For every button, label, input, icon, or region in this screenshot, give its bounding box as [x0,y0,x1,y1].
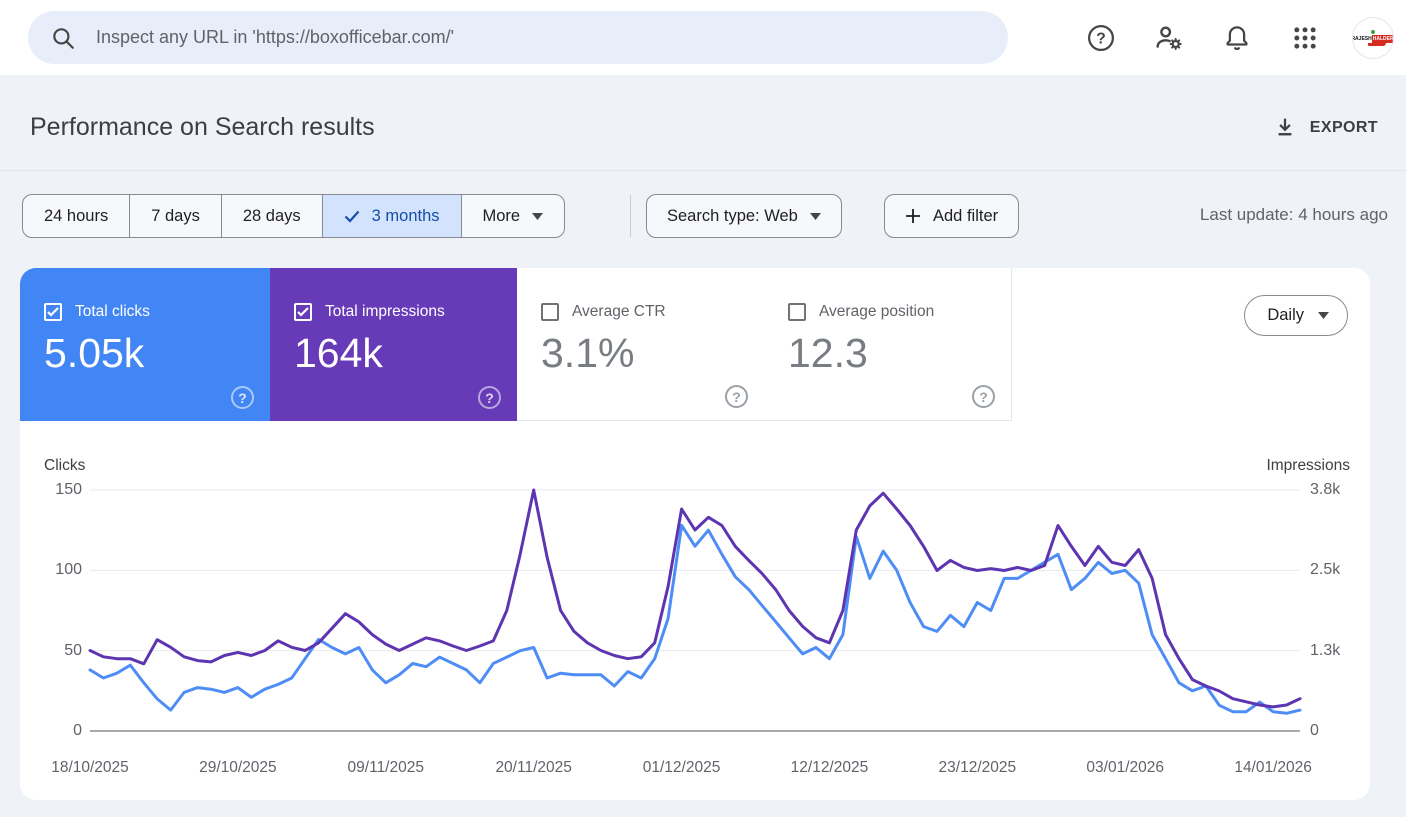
bell-icon [1226,25,1248,50]
export-label: EXPORT [1309,119,1378,136]
left-axis-tick: 0 [73,722,82,739]
metric-label: Average position [819,303,935,320]
check-icon [297,307,309,317]
metric-value: 5.05k [44,330,145,376]
check-icon [344,210,359,223]
right-axis-tick: 3.8k [1310,481,1341,498]
search-input[interactable] [96,27,1008,48]
topbar: ? [0,0,1406,75]
account-avatar[interactable]: RAJESH HALDER [1352,16,1394,59]
performance-chart: Clicks Impressions 150 3.8k 100 2.5k 50 1.3k 0… [20,421,1370,800]
svg-text:?: ? [1096,30,1106,47]
left-axis-tick: 150 [55,481,82,498]
impressions-line [88,488,1302,709]
export-button[interactable]: EXPORT [1274,110,1378,146]
search-icon [53,27,74,49]
last-update-text: Last update: 4 hours ago [1199,205,1388,224]
granularity-dropdown[interactable]: Daily [1244,295,1348,336]
metric-cards: Total clicks 5.05k ? Total impressions 1… [20,268,1370,421]
plot-area [88,488,1302,732]
range-28-days[interactable]: 28 days [222,195,323,237]
left-axis-title: Clicks [44,457,86,474]
total-impressions-card[interactable]: Total impressions 164k ? [270,268,517,421]
range-7-days[interactable]: 7 days [130,195,222,237]
chevron-down-icon [532,212,544,220]
performance-card: Total clicks 5.05k ? Total impressions 1… [20,268,1370,800]
right-axis-tick: 2.5k [1310,561,1341,579]
filter-bar: 24 hours 7 days 28 days 3 months More Se… [0,194,1406,238]
average-position-checkbox[interactable] [788,303,806,321]
x-axis-date-label: 18/10/2025 [51,759,129,776]
user-settings-button[interactable] [1148,17,1190,59]
chart-canvas [88,488,1302,732]
x-axis-date-label: 09/11/2025 [347,759,424,776]
header-divider [0,170,1406,171]
metric-value: 164k [294,330,383,376]
range-more-dropdown[interactable]: More [462,195,565,237]
metric-label: Average CTR [572,303,666,320]
search-type-filter[interactable]: Search type: Web [646,194,842,238]
user-gear-icon [1156,26,1182,50]
help-icon[interactable]: ? [478,386,501,409]
x-axis-date-label: 23/12/2025 [938,759,1017,776]
help-icon[interactable]: ? [972,385,995,408]
apps-grid-icon [1294,26,1316,49]
apps-grid-button[interactable] [1284,17,1326,59]
filter-divider [630,195,631,237]
total-clicks-card[interactable]: Total clicks 5.05k ? [20,268,270,421]
help-icon[interactable]: ? [725,385,748,408]
right-axis-tick: 0 [1310,722,1319,739]
left-axis-tick: 100 [55,561,82,579]
page-title: Performance on Search results [30,113,375,141]
avatar-logo: RAJESH HALDER [1352,16,1394,59]
metric-label: Total clicks [75,303,150,320]
check-icon [47,307,59,317]
metric-value: 3.1% [541,330,635,376]
right-axis-title: Impressions [1266,457,1350,474]
plus-icon [906,209,920,223]
x-axis-date-label: 12/12/2025 [790,759,869,776]
chevron-down-icon [809,212,821,220]
metric-label: Total impressions [325,303,445,320]
url-inspect-search-bar[interactable] [28,11,1008,64]
download-icon [1278,118,1292,136]
notifications-button[interactable] [1216,17,1258,59]
x-axis-date-label: 01/12/2025 [642,759,721,776]
help-icon: ? [1088,24,1114,51]
x-axis-date-label: 03/01/2026 [1086,759,1165,776]
clicks-line [88,523,1302,715]
x-axis-date-label: 29/10/2025 [199,759,277,776]
help-icon[interactable]: ? [231,386,254,409]
total-clicks-checkbox[interactable] [44,303,62,321]
average-ctr-checkbox[interactable] [541,303,559,321]
left-axis-tick: 50 [64,641,82,659]
range-3-months[interactable]: 3 months [322,195,462,237]
metric-value: 12.3 [788,330,868,376]
average-ctr-card[interactable]: Average CTR 3.1% ? [517,268,764,421]
help-button[interactable]: ? [1080,17,1122,59]
add-filter-button[interactable]: Add filter [884,194,1020,238]
average-position-card[interactable]: Average position 12.3 ? [764,268,1012,421]
date-range-group: 24 hours 7 days 28 days 3 months More [22,194,566,238]
range-24-hours[interactable]: 24 hours [23,195,131,237]
x-axis-date-label: 20/11/2025 [495,759,572,776]
right-axis-tick: 1.3k [1310,641,1341,659]
chevron-down-icon [1318,312,1329,319]
total-impressions-checkbox[interactable] [294,303,312,321]
x-axis-date-label: 14/01/2026 [1234,759,1312,776]
